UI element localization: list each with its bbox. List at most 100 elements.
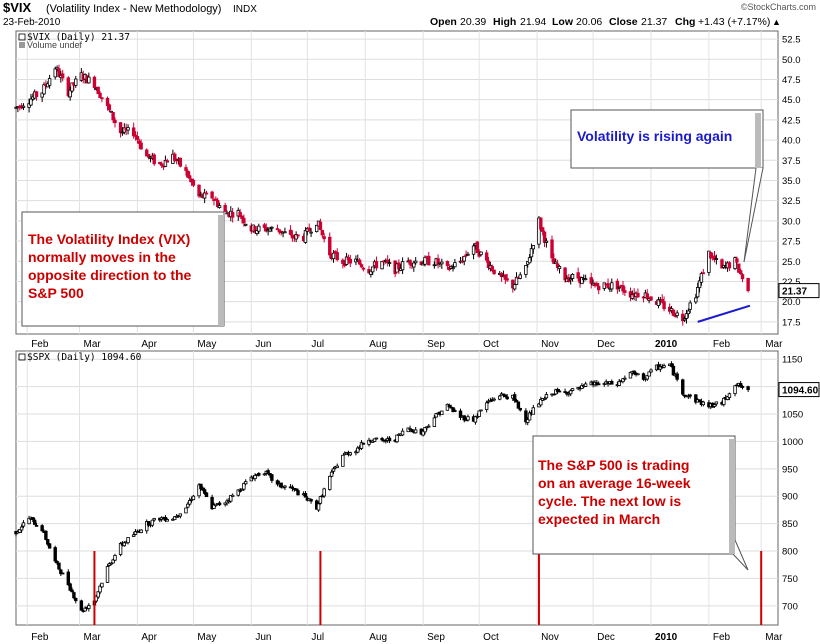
candle-body [230, 494, 235, 497]
y-tick-label: 40.0 [782, 136, 801, 147]
y-tick-label: 50.0 [782, 55, 801, 66]
candle-body [628, 371, 633, 379]
candle-body [656, 299, 661, 306]
candle-body [563, 267, 567, 281]
candle-body [503, 274, 508, 280]
candle-body [473, 416, 478, 423]
candle-legend-icon [18, 33, 26, 41]
candle-body [131, 127, 136, 137]
candle-body [623, 377, 627, 380]
spx-cycle-line: cycle. The next low is [538, 493, 681, 509]
candle-body [681, 313, 685, 322]
candle-body [400, 261, 405, 271]
candle-body [257, 472, 261, 476]
candle-body [359, 264, 364, 268]
candle-body [318, 221, 323, 230]
candle-body [348, 452, 353, 456]
candle-body [397, 262, 401, 270]
candle-body [669, 363, 674, 367]
candle-body [344, 256, 349, 265]
candle-body [57, 562, 61, 570]
candle-body [236, 489, 240, 496]
candle-body [57, 68, 61, 78]
candle-body [709, 252, 713, 259]
candle-body [413, 260, 418, 264]
candle-body [186, 503, 190, 508]
candle-body [303, 230, 308, 243]
vix-inverse-text: The Volatility Index (VIX) normally move… [28, 231, 195, 301]
candle-body [714, 258, 719, 260]
candle-body [72, 592, 76, 599]
candle-body [53, 68, 57, 78]
y-tick-label: 37.5 [782, 156, 801, 167]
candle-body [361, 442, 366, 445]
y-tick-label: 30.0 [782, 216, 801, 227]
x-tick-label: 2010 [655, 339, 678, 350]
candle-body [66, 77, 70, 97]
x-tick-label: 2010 [655, 632, 678, 643]
candle-body [87, 76, 91, 84]
candle-body [294, 488, 298, 491]
candle-body [238, 211, 242, 218]
candle-body [173, 516, 177, 521]
candle-body [694, 297, 698, 303]
candle-body [597, 285, 601, 291]
candle-body [309, 231, 313, 234]
spx-cycle-box [532, 435, 736, 555]
candle-body [159, 163, 164, 166]
candle-body [187, 500, 192, 505]
candle-body [466, 253, 470, 256]
vix-inverse-line: S&P 500 [28, 285, 84, 301]
candle-body [212, 504, 216, 509]
candle-body [118, 542, 123, 555]
candle-body [641, 373, 646, 380]
candle-body [475, 241, 480, 254]
candle-body [191, 179, 196, 186]
candle-body [135, 136, 140, 140]
candle-body [126, 127, 130, 131]
candle-body [524, 265, 528, 275]
candle-body [100, 582, 104, 588]
candle-body [434, 413, 438, 418]
candle-body [486, 260, 491, 269]
candle-body [445, 403, 450, 411]
candle-body [31, 517, 35, 520]
y-tick-label: 27.5 [782, 237, 801, 248]
candle-body [589, 277, 593, 284]
y-tick-label: 950 [782, 464, 798, 475]
candle-body [671, 309, 676, 316]
candle-body [107, 104, 112, 111]
candle-body [400, 430, 405, 436]
candle-body [602, 282, 607, 289]
y-tick-label: 850 [782, 519, 798, 530]
candle-body [583, 383, 588, 387]
high-value: 21.94 [520, 16, 546, 28]
candle-body [46, 539, 50, 545]
candle-body [649, 296, 653, 301]
candle-body [746, 386, 750, 390]
candle-body [335, 465, 339, 468]
candle-body [738, 270, 743, 275]
candle-body [539, 399, 543, 406]
candle-body [139, 142, 143, 150]
candle-body [74, 78, 78, 86]
close-value: 21.37 [641, 16, 667, 28]
x-tick-label: Mar [765, 339, 783, 350]
candle-body [511, 279, 515, 289]
candle-body [682, 318, 687, 321]
candle-body [83, 607, 87, 612]
candle-body [150, 519, 155, 526]
candle-body [21, 105, 26, 108]
candle-body [202, 192, 207, 199]
candle-body [550, 239, 554, 259]
candle-body [380, 261, 384, 270]
candle-body [322, 488, 326, 497]
candle-body [544, 240, 549, 243]
candle-body [606, 283, 610, 289]
candle-body [283, 231, 287, 234]
candle-legend-icon [18, 353, 26, 361]
y-tick-label: 32.5 [782, 196, 801, 207]
candle-body [479, 251, 483, 256]
vix-inverse-line: opposite direction to the [28, 267, 192, 283]
date-label: 23-Feb-2010 [3, 17, 61, 28]
